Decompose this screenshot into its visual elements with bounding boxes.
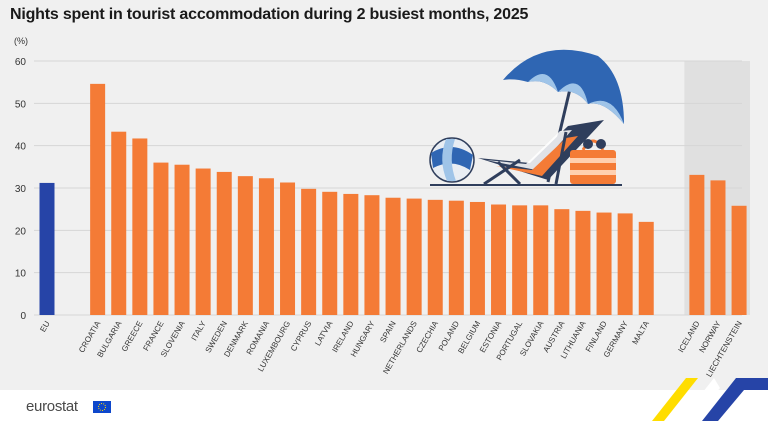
bar-liechtenstein [731, 205, 747, 315]
y-tick-label: 60 [15, 57, 27, 68]
bar-latvia [322, 191, 338, 315]
corner-decoration [652, 378, 768, 421]
x-tick-label: CYPRUS [289, 320, 313, 353]
footer-bar [0, 390, 768, 421]
y-tick-label: 10 [15, 269, 27, 280]
bar-iceland [689, 174, 705, 315]
bar-romania [258, 178, 274, 315]
bar-cyprus [301, 188, 317, 315]
bar-spain [385, 197, 401, 315]
bars [39, 83, 747, 315]
y-axis-ticks: 0 10 20 30 40 50 60 [15, 57, 27, 322]
deck-chair-icon [478, 120, 604, 186]
bar-luxembourg [280, 182, 296, 315]
bar-portugal [512, 205, 528, 315]
y-tick-label: 40 [15, 142, 27, 153]
eurostat-logo: eurostat [26, 398, 78, 415]
bar-eu [39, 182, 55, 315]
bar-chart: 0 10 20 30 40 50 60 EU CROATIABULGARIAGREECEFRA… [15, 49, 750, 379]
x-tick-label: ITALY [190, 319, 209, 342]
bar-bulgaria [111, 131, 127, 315]
bar-greece [132, 138, 148, 315]
x-tick-label: MALTA [630, 319, 651, 346]
y-tick-label: 20 [15, 226, 27, 237]
x-tick-label: SPAIN [378, 319, 398, 344]
eu-flag-icon [93, 401, 111, 413]
bar-france [153, 162, 169, 315]
x-tick-label: LATVIA [313, 319, 335, 347]
bar-hungary [364, 195, 380, 315]
beach-ball-icon [429, 137, 475, 183]
y-tick-label: 50 [15, 99, 27, 110]
chart-title: Nights spent in tourist accommodation du… [10, 6, 529, 23]
bar-italy [195, 168, 211, 315]
bar-ireland [343, 193, 359, 315]
bar-slovenia [174, 164, 190, 315]
bar-croatia [90, 83, 106, 315]
bar-norway [710, 180, 726, 315]
bar-belgium [469, 201, 485, 315]
y-tick-label: 0 [20, 311, 26, 322]
bar-austria [554, 209, 570, 315]
bar-denmark [237, 176, 253, 315]
x-tick-label: EU [38, 319, 51, 333]
bar-malta [638, 221, 654, 315]
bar-sweden [216, 171, 232, 315]
y-tick-label: 30 [15, 184, 27, 195]
bar-netherlands [406, 198, 422, 315]
beach-bag-icon [570, 139, 616, 184]
bar-germany [617, 213, 633, 315]
bar-finland [596, 212, 612, 315]
bar-lithuania [575, 210, 591, 315]
bar-slovakia [533, 205, 549, 315]
beach-illustration [429, 49, 624, 186]
y-unit-label: (%) [14, 36, 28, 46]
bar-estonia [491, 204, 507, 315]
bar-poland [448, 200, 464, 315]
bar-czechia [427, 199, 443, 315]
